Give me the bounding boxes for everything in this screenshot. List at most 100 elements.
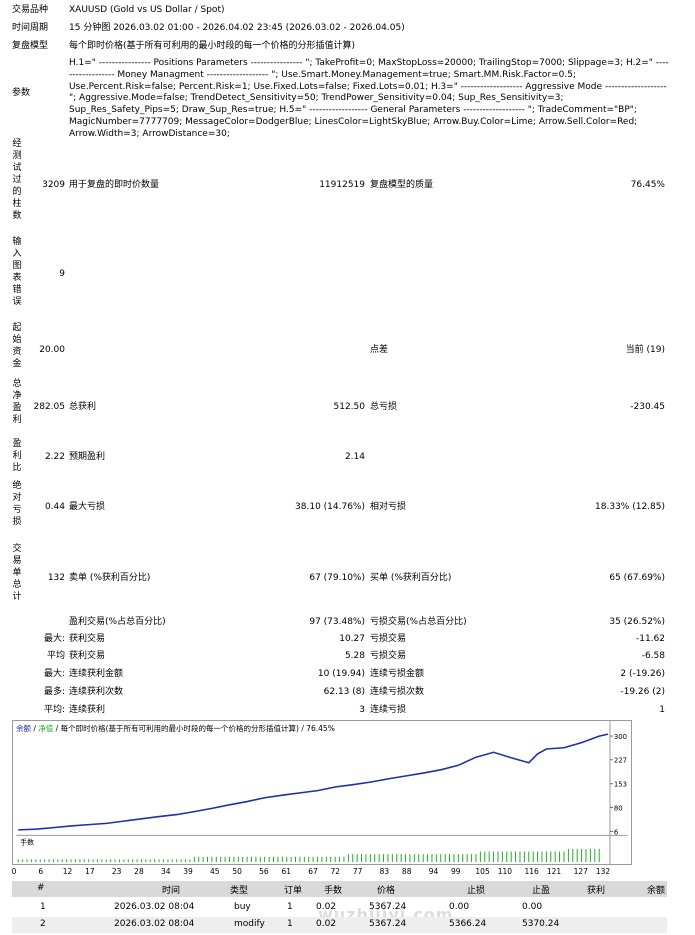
short-value: 67 (79.10%) [309, 573, 365, 583]
ticks-label: 用于复盘的即时价数量 [69, 180, 160, 190]
period-value: 15 分钟图 2026.03.02 01:00 - 2026.04.02 23:… [69, 23, 405, 33]
net-value: 282.05 [33, 402, 66, 412]
spread-label: 点差 [370, 345, 389, 355]
quality-value: 76.45% [630, 180, 665, 190]
x-tick-label: 56 [259, 867, 269, 876]
max-consec-wins-label: 连续获利金额 [69, 669, 124, 679]
column-header: 价格 [377, 886, 396, 896]
most-prefix: 最多: [43, 687, 65, 697]
average-profit-value: 5.28 [344, 651, 365, 661]
avg-consec-wins-value: 3 [359, 705, 365, 715]
max-consec-wins-value: 10 (19.94) [317, 669, 365, 679]
average-prefix: 平均 [46, 651, 65, 661]
table-row[interactable]: 2 2026.03.02 08:04 modify 1 0.02 5367.24 5366.… [12, 917, 667, 933]
rel-dd-value: 18.33% (12.85) [595, 502, 665, 512]
params-label: 参数 [12, 88, 31, 98]
column-header: 类型 [230, 886, 249, 896]
long-label: 买单 (%获利百分比) [370, 573, 452, 583]
column-header: 止损 [467, 886, 486, 896]
column-header: 时间 [162, 886, 181, 896]
ticks-value: 11912519 [319, 180, 365, 190]
max-prefix: 最大: [43, 669, 65, 679]
x-tick-label: 50 [232, 867, 242, 876]
table-cell: 1 [287, 919, 293, 929]
x-tick-label: 116 [524, 867, 539, 876]
x-tick-label: 88 [401, 867, 412, 876]
x-tick-label: 0 [11, 867, 17, 876]
x-tick-label: 23 [111, 867, 122, 876]
table-cell: 5367.24 [369, 902, 407, 912]
column-header: 余额 [647, 886, 666, 896]
most-consec-loss-label: 连续亏损次数 [370, 687, 425, 697]
legend-separator: / [31, 724, 39, 733]
largest-loss-value: -11.62 [635, 634, 665, 644]
x-tick-label: 12 [62, 867, 73, 876]
legend-equity: 净值 [38, 724, 54, 733]
deposit-value: 20.00 [39, 345, 65, 355]
abs-dd-value: 0.44 [44, 502, 65, 512]
symbol-value: XAUUSD (Gold vs US Dollar / Spot) [69, 5, 225, 15]
table-cell: 1 [40, 902, 46, 912]
expected-value: 2.14 [344, 452, 365, 462]
y-tick-label: 153 [614, 781, 627, 789]
table-cell: 2026.03.02 08:04 [114, 902, 195, 912]
table-cell: 0.00 [449, 902, 470, 912]
x-tick-label: 77 [352, 867, 363, 876]
table-cell: 2 [40, 919, 46, 929]
x-tick-label: 94 [428, 867, 439, 876]
x-tick-label: 83 [379, 867, 390, 876]
table-cell: 5370.24 [522, 919, 560, 929]
chart-legend: 余额 / 净值 / 每个即时价格(基于所有可利用的最小时段的每一个价格的分形插值… [16, 724, 335, 734]
largest-loss-label: 亏损交易 [370, 634, 407, 644]
x-tick-label: 72 [330, 867, 341, 876]
short-label: 卖单 (%获利百分比) [69, 573, 151, 583]
x-tick-label: 34 [160, 867, 171, 876]
errors-label: 输入图表错误 [12, 237, 22, 307]
avg-consec-wins-label: 连续获利 [69, 705, 106, 715]
loss-trades-value: 35 (26.52%) [609, 617, 665, 627]
total-trades-label: 交易单总计 [12, 544, 22, 602]
average-loss-label: 亏损交易 [370, 651, 407, 661]
largest-profit-label: 获利交易 [69, 634, 106, 644]
bars-label: 经测试过的柱数 [12, 139, 22, 221]
column-header: 止盈 [532, 886, 551, 896]
pf-value: 2.22 [44, 452, 65, 462]
avg2-prefix: 平均: [43, 705, 65, 715]
x-tick-label: 121 [546, 867, 562, 876]
x-tick-label: 61 [281, 867, 291, 876]
model-label: 复盘模型 [12, 41, 49, 51]
legend-description: / 每个即时价格(基于所有可利用的最小时段的每一个价格的分形插值计算) / 76… [53, 724, 335, 733]
largest-profit-value: 10.27 [339, 634, 365, 644]
x-tick-label: 99 [451, 867, 461, 876]
table-cell: 1 [287, 902, 293, 912]
rel-dd-label: 相对亏损 [370, 502, 407, 512]
abs-dd-label: 绝对亏损 [12, 481, 22, 527]
x-tick-label: 45 [210, 867, 220, 876]
gross-profit-label: 总获利 [69, 402, 97, 412]
profit-trades-label: 盈利交易(%占总百分比) [69, 617, 166, 627]
table-cell: 5366.24 [449, 919, 487, 929]
long-value: 65 (67.69%) [609, 573, 665, 583]
errors-value: 9 [59, 269, 65, 279]
symbol-label: 交易品种 [12, 5, 49, 15]
deposit-label: 起始资金 [12, 323, 22, 369]
column-header: 获利 [587, 886, 606, 896]
x-tick-label: 105 [475, 867, 490, 876]
net-label: 总净盈利 [12, 379, 22, 425]
table-cell: 0.02 [316, 919, 337, 929]
max-consec-losses-value: 2 (-19.26) [620, 669, 665, 679]
spread-value: 当前 (19) [625, 345, 665, 355]
table-row[interactable]: 1 2026.03.02 08:04 buy 1 0.02 5367.24 0.00 0.00 [12, 900, 667, 916]
loss-trades-label: 亏损交易(%占总百分比) [370, 617, 467, 627]
x-tick-label: 6 [38, 867, 44, 876]
max-dd-label: 最大亏损 [69, 502, 106, 512]
total-trades-value: 132 [47, 573, 65, 583]
most-consec-loss-value: -19.26 (2) [620, 687, 665, 697]
legend-balance: 余额 [16, 724, 31, 733]
table-cell: 0.02 [316, 902, 337, 912]
avg-consec-losses-label: 连续亏损 [370, 705, 407, 715]
column-header: 手数 [324, 886, 343, 896]
max-consec-losses-label: 连续亏损金额 [370, 669, 425, 679]
y-tick-label: 6 [614, 828, 618, 836]
table-cell: buy [234, 902, 251, 912]
